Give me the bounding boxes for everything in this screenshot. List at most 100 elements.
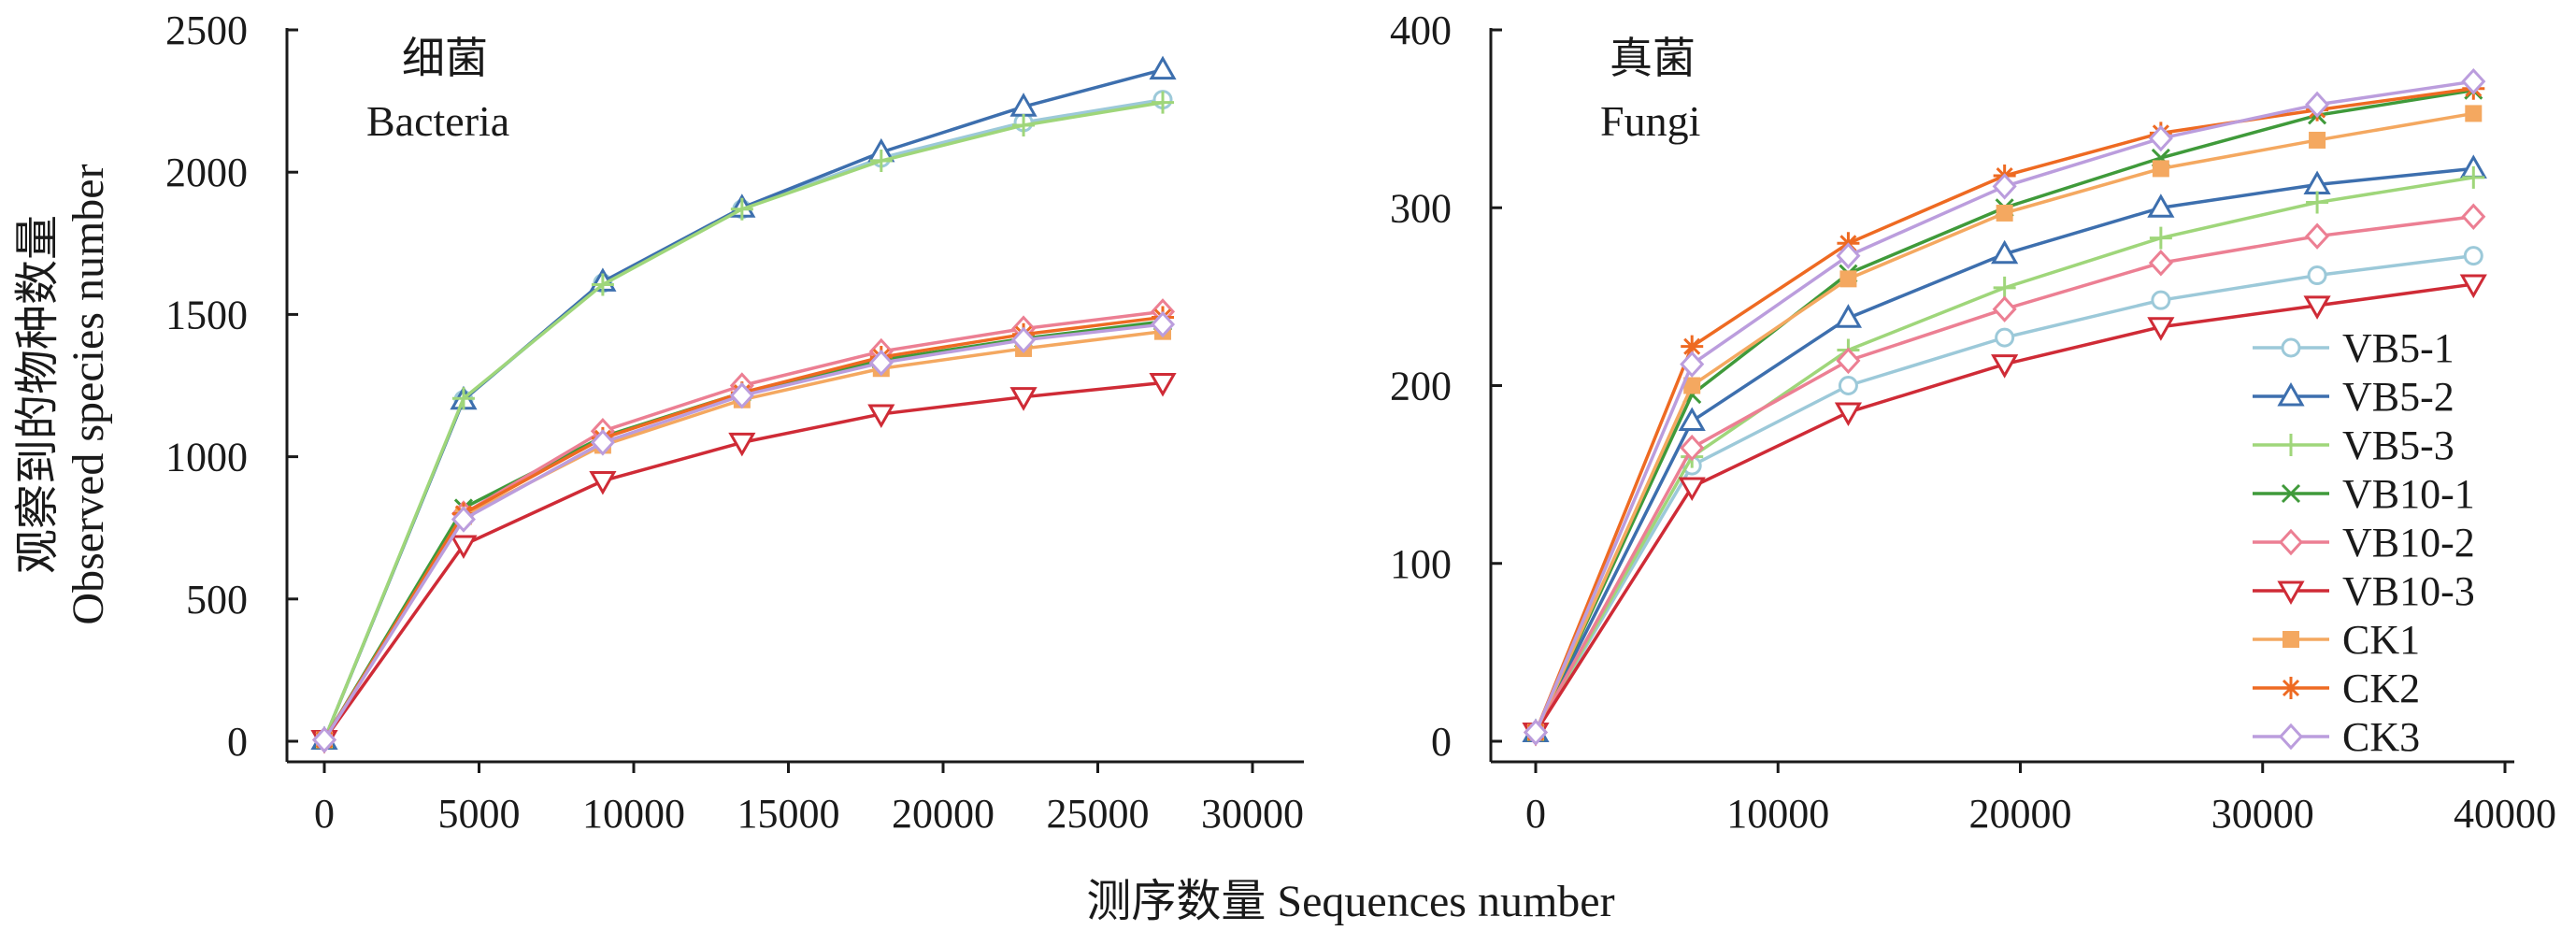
fungi-point-vb5-3 — [1993, 276, 2016, 299]
fungi-point-ck3 — [2305, 91, 2330, 119]
bacteria-y-tick-label: 1500 — [165, 292, 248, 337]
legend-item-ck3: CK3 — [2253, 714, 2420, 760]
fungi-y-tick-label: 100 — [1390, 541, 1452, 587]
bacteria-point-vb5-3 — [1152, 91, 1175, 114]
bacteria-y-tick-label: 2500 — [165, 7, 248, 53]
bacteria-point-ck3 — [1011, 326, 1037, 354]
bacteria-point-ck3 — [311, 726, 337, 753]
bacteria-x-tick-label: 20000 — [892, 791, 995, 837]
fungi-point-ck1 — [1996, 204, 2013, 222]
legend-swatch-marker — [2277, 580, 2305, 606]
bacteria-x-tick-label: 5000 — [438, 791, 521, 837]
legend-label: VB5-2 — [2342, 374, 2454, 420]
legend-swatch-marker — [2283, 631, 2299, 648]
bacteria-point-vb10-3 — [589, 470, 617, 495]
bacteria-axes — [285, 28, 1304, 764]
x-axis-label: 测序数量 Sequences number — [1086, 877, 1614, 926]
legend-swatch-marker — [2278, 528, 2304, 556]
fungi-point-ck3 — [2461, 67, 2486, 95]
bacteria-point-vb5-3 — [1012, 113, 1036, 136]
bacteria-point-vb10-3 — [1009, 387, 1038, 411]
fungi-y-tick-label: 400 — [1390, 7, 1452, 53]
fungi-point-vb5-2 — [1834, 304, 1863, 328]
fungi-line-vb10-3 — [1534, 282, 2474, 734]
legend-label: CK2 — [2342, 666, 2420, 711]
legend-swatch-marker — [2278, 723, 2304, 751]
bacteria-point-vb5-3 — [730, 197, 753, 221]
legend-item-vb10-2: VB10-2 — [2253, 520, 2475, 566]
bacteria-y-tick-label: 0 — [227, 719, 248, 765]
bacteria-title-en: Bacteria — [366, 97, 509, 145]
fungi-point-ck2 — [1681, 335, 1704, 358]
fungi-point-vb10-2 — [1836, 347, 1861, 375]
bacteria-x-tick-label: 25000 — [1047, 791, 1150, 837]
legend-label: CK3 — [2342, 714, 2420, 760]
legend-label: VB10-1 — [2342, 471, 2475, 517]
fungi-series — [1522, 67, 2487, 747]
bacteria-y-tick-label: 2000 — [165, 150, 248, 195]
bacteria-point-vb5-3 — [451, 387, 475, 410]
fungi-series-ck3 — [1523, 67, 2486, 746]
bacteria-point-vb5-3 — [591, 273, 614, 296]
fungi-point-ck1 — [2152, 160, 2169, 178]
bacteria-x-tick-label: 10000 — [582, 791, 685, 837]
bacteria-series-ck3 — [311, 310, 1176, 753]
bacteria-x-tick-label: 30000 — [1201, 791, 1304, 837]
bacteria-y-tick-label: 1000 — [165, 435, 248, 480]
fungi-y-tick-label: 300 — [1390, 185, 1452, 231]
fungi-point-vb10-3 — [1834, 402, 1863, 427]
legend-item-vb10-3: VB10-3 — [2253, 568, 2475, 614]
fungi-point-vb10-2 — [1680, 434, 1705, 462]
fungi-point-vb5-1 — [1995, 327, 2015, 348]
bacteria-point-vb10-3 — [728, 432, 756, 457]
bacteria-series-ck2 — [313, 306, 1175, 752]
fungi-x-tick-label: 40000 — [2454, 791, 2556, 837]
fungi-y-tick-label: 0 — [1431, 719, 1452, 765]
fungi-point-vb10-3 — [2303, 295, 2331, 320]
fungi-title-cn: 真菌 — [1610, 33, 1696, 83]
fungi-point-ck3 — [1992, 173, 2017, 200]
fungi-point-vb5-1 — [2463, 246, 2483, 266]
legend-swatch-marker — [2281, 337, 2301, 358]
legend-item-vb5-1: VB5-1 — [2253, 325, 2454, 371]
legend-label: VB10-2 — [2342, 520, 2475, 566]
bacteria-point-vb5-2 — [1149, 55, 1177, 80]
fungi-point-ck3 — [1680, 351, 1705, 378]
fungi-point-vb10-3 — [1678, 477, 1706, 501]
bacteria-point-vb10-3 — [1149, 372, 1177, 397]
legend-item-ck1: CK1 — [2253, 617, 2420, 663]
bacteria-point-ck3 — [451, 506, 476, 533]
bacteria-line-vb5-1 — [322, 97, 1164, 741]
bacteria-series-vb10-3 — [310, 372, 1177, 754]
fungi-point-vb10-3 — [2459, 274, 2487, 299]
fungi-axes — [1489, 28, 2514, 764]
legend-label: VB5-1 — [2342, 325, 2454, 371]
bacteria-point-ck3 — [729, 381, 754, 409]
bacteria-point-vb5-3 — [869, 150, 893, 173]
legend-item-vb5-2: VB5-2 — [2253, 374, 2454, 420]
fungi-panel: 0 100 200 300 400 0 10000 20000 30000 40000 真菌 Fu… — [1390, 7, 2556, 837]
y-axis-label-cn: 观察到的物种数量 — [13, 215, 63, 574]
legend-item-ck2: CK2 — [2253, 666, 2420, 711]
fungi-point-vb10-2 — [2461, 203, 2486, 230]
legend-swatch-marker — [2277, 381, 2305, 407]
fungi-point-vb10-3 — [1991, 354, 2019, 379]
y-axis-label-en: Observed species number — [64, 164, 113, 624]
legend-item-vb10-1: VB10-1 — [2253, 471, 2475, 517]
fungi-point-ck1 — [2309, 131, 2326, 149]
fungi-point-vb5-1 — [2307, 265, 2327, 286]
bacteria-point-ck3 — [868, 349, 894, 377]
bacteria-point-ck3 — [1150, 310, 1176, 338]
legend-swatch-marker — [2281, 483, 2301, 504]
bacteria-point-ck3 — [590, 429, 615, 456]
fungi-line-vb5-1 — [1534, 253, 2474, 734]
fungi-x-tick-label: 20000 — [1969, 791, 2072, 837]
fungi-point-vb5-3 — [2149, 226, 2172, 250]
bacteria-x-tick-label: 0 — [314, 791, 335, 837]
fungi-x-tick-label: 10000 — [1726, 791, 1829, 837]
bacteria-series-vb10-2 — [311, 298, 1176, 753]
fungi-point-vb10-2 — [2305, 222, 2330, 250]
